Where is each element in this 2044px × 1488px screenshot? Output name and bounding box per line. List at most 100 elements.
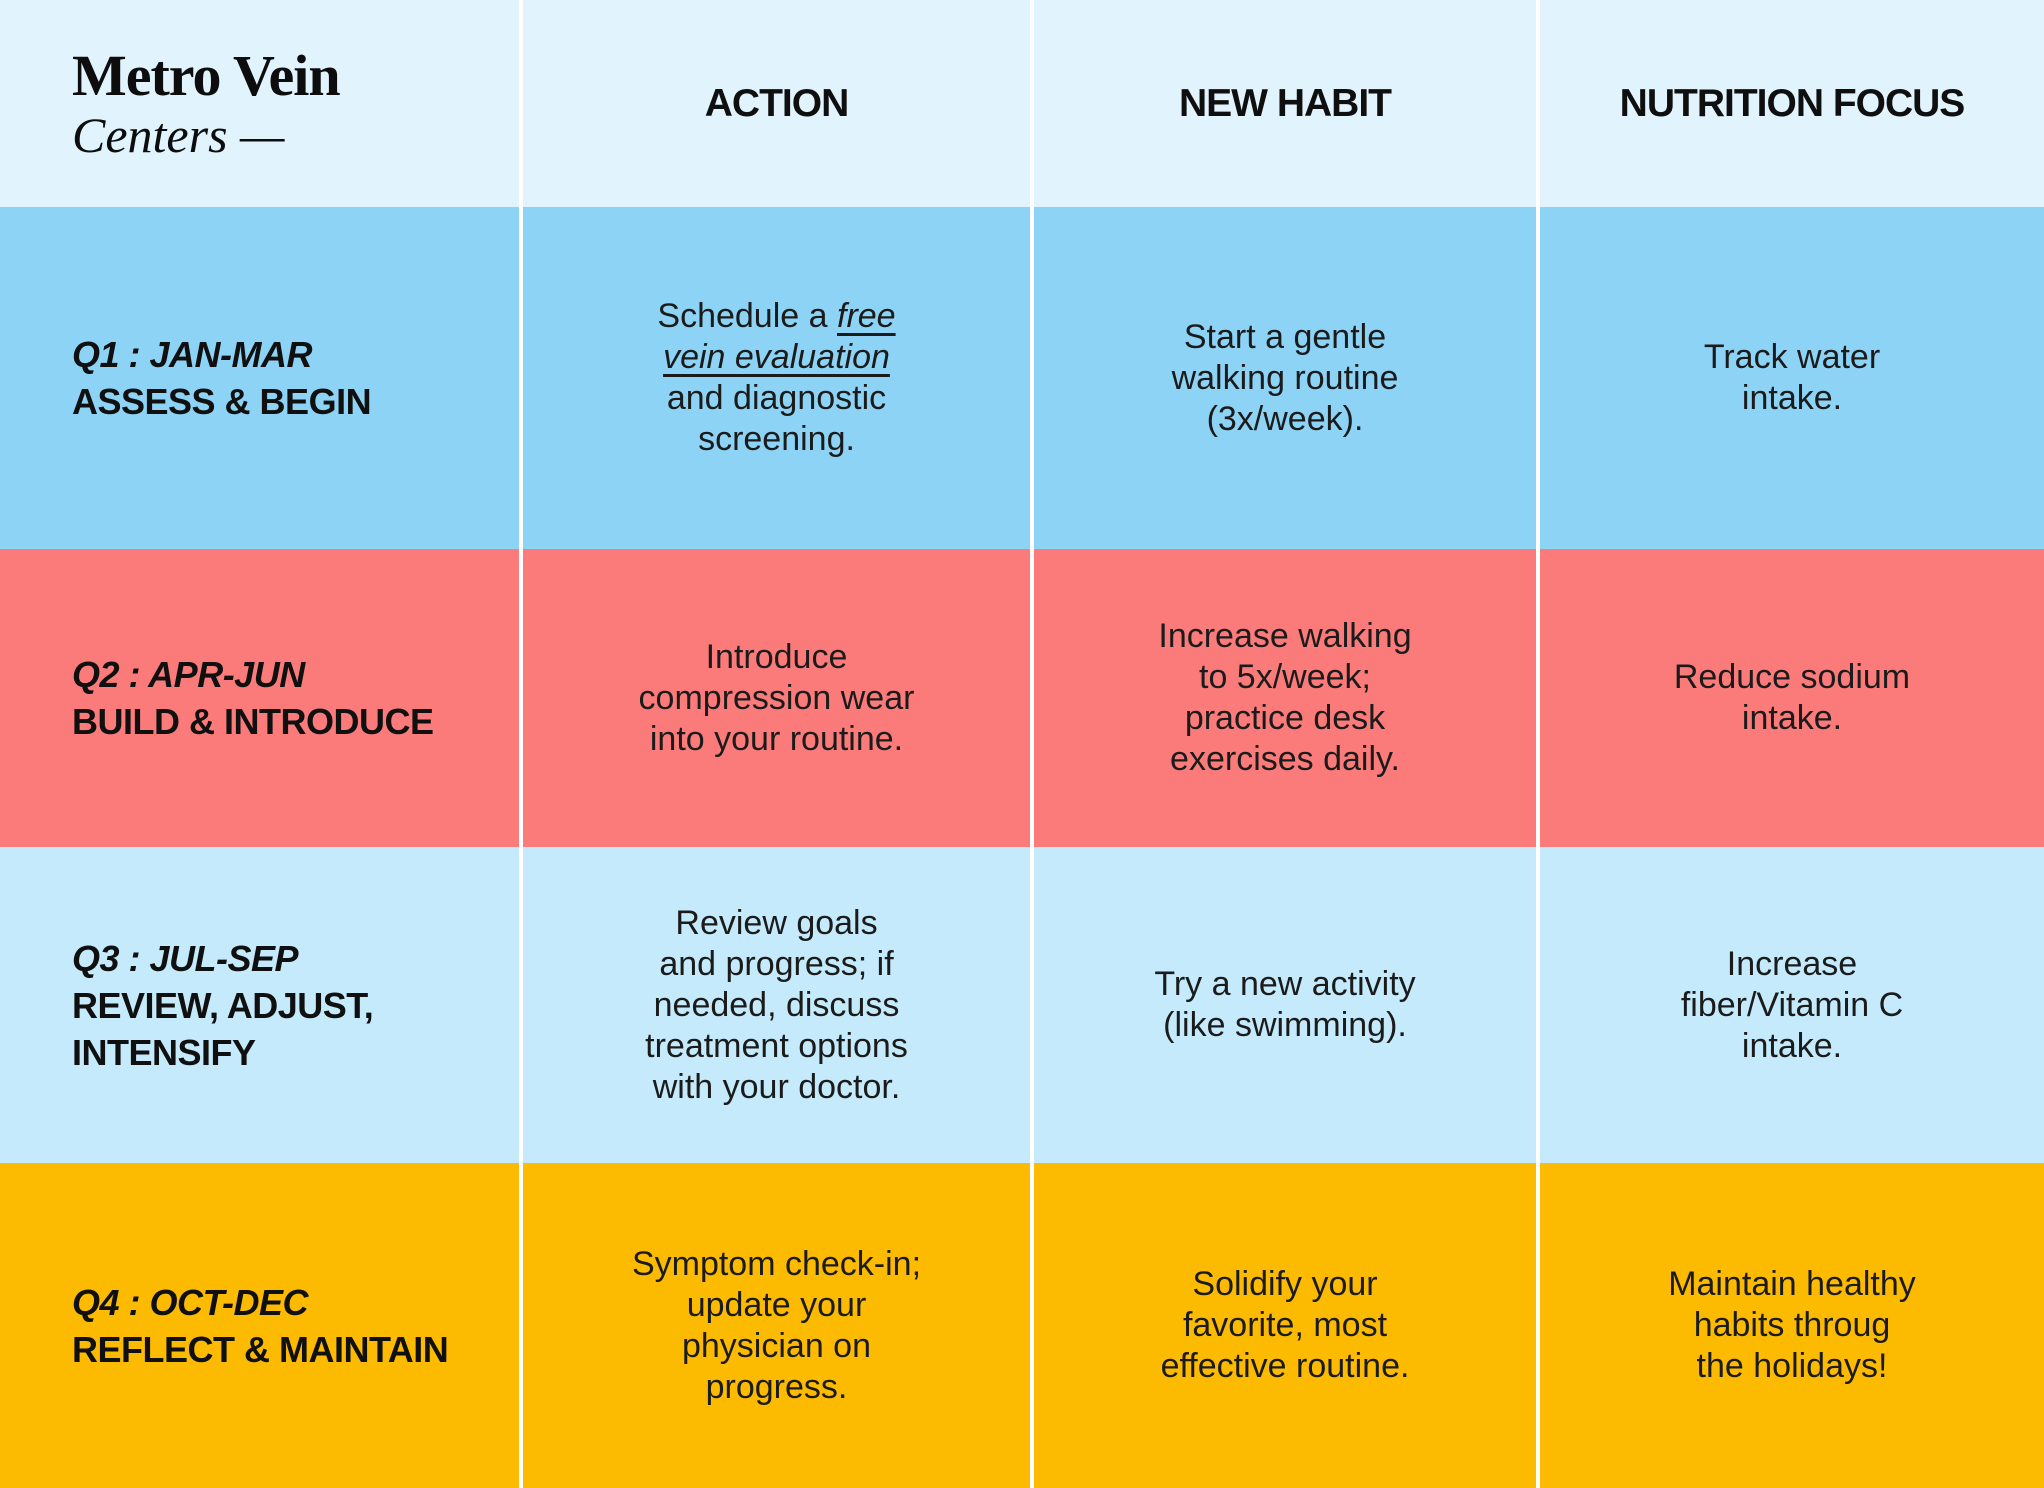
- cell-text-segment: Track water: [1703, 338, 1881, 376]
- cell-text-line: treatment options: [645, 1026, 908, 1067]
- cell-text-line: walking routine: [1172, 358, 1399, 399]
- cell-text-line: into your routine.: [650, 719, 903, 760]
- column-header-new-habit: NEW HABIT: [1034, 0, 1536, 207]
- cell-text-segment: intake.: [1741, 379, 1843, 417]
- cell-text-line: effective routine.: [1161, 1346, 1410, 1387]
- cell-text-line: Increase walking: [1158, 616, 1411, 657]
- cell-text-segment: treatment options: [645, 1026, 908, 1065]
- cell-text-segment: intake.: [1741, 1026, 1843, 1065]
- quarter-theme-label: ASSESS & BEGIN: [72, 381, 372, 422]
- cell-text-line: and progress; if: [659, 944, 893, 985]
- cell-text-line: Introduce: [706, 637, 848, 678]
- cell-text-line: Try a new activity: [1154, 964, 1415, 1005]
- cell-text-line: Maintain healthy: [1668, 1264, 1916, 1305]
- column-header-action-label: ACTION: [704, 81, 849, 125]
- cell-text-segment: walking routine: [1171, 358, 1399, 397]
- cell-text-line: intake.: [1742, 378, 1842, 419]
- cell-text-segment: Symptom check-in;: [631, 1244, 922, 1283]
- cell-q4-action: Symptom check-in; update your physician on…: [523, 1163, 1030, 1488]
- cell-q4-habit: Solidify your favorite, most effective rou…: [1034, 1163, 1536, 1488]
- cell-text-segment: Solidify your: [1192, 1265, 1378, 1303]
- cell-text-segment: needed, discuss: [653, 985, 900, 1024]
- cell-text-segment: into your routine.: [649, 719, 904, 758]
- quarter-label: Q2 : APR-JUN: [72, 654, 305, 695]
- cell-text-line: to 5x/week;: [1199, 657, 1371, 698]
- cell-text-line: and diagnostic: [667, 378, 886, 419]
- cell-q2-action: Introduce compression wear into your routi…: [523, 549, 1030, 847]
- cell-text-segment: compression wear: [638, 678, 915, 717]
- row-label-q2: Q2 : APR-JUN BUILD & INTRODUCE: [0, 549, 519, 847]
- cell-text-segment: to 5x/week;: [1199, 658, 1371, 696]
- row-label-q1: Q1 : JAN-MAR ASSESS & BEGIN: [0, 207, 519, 549]
- quarter-label: Q3 : JUL-SEP: [72, 937, 299, 979]
- cell-text-segment: screening.: [698, 420, 855, 458]
- quarter-theme-label: BUILD & INTRODUCE: [72, 701, 434, 742]
- cell-text-segment: Start a gentle: [1183, 317, 1387, 356]
- cell-text-line: Track water: [1704, 337, 1880, 378]
- column-header-action: ACTION: [523, 0, 1030, 207]
- cell-text-line: compression wear: [639, 678, 915, 719]
- cell-text-line: Increase: [1727, 944, 1857, 985]
- column-header-nutrition-focus-label: NUTRITION FOCUS: [1619, 81, 1966, 125]
- cell-text-line: Solidify your: [1192, 1264, 1377, 1305]
- cell-q3-action: Review goals and progress; if needed, disc…: [523, 847, 1030, 1163]
- cell-text-segment: progress.: [705, 1367, 848, 1406]
- cell-text-segment: update your: [686, 1285, 867, 1324]
- cell-text-segment: fiber/Vitamin C: [1680, 985, 1904, 1024]
- quarter-theme-label: REVIEW, ADJUST,: [72, 984, 374, 1026]
- cell-text-line: update your: [687, 1285, 867, 1326]
- brand-subname: Centers —: [72, 106, 285, 163]
- cell-text-segment: Introduce: [705, 637, 848, 676]
- cell-text-segment: (like swimming).: [1163, 1006, 1407, 1044]
- cell-text-segment: Review goals: [675, 903, 878, 942]
- cell-text-segment: habits throug: [1693, 1306, 1891, 1344]
- cell-text-line: screening.: [698, 419, 855, 460]
- cell-text-segment: and diagnostic: [666, 379, 887, 417]
- cell-text-line: intake.: [1742, 1026, 1842, 1067]
- column-header-new-habit-label: NEW HABIT: [1179, 81, 1392, 125]
- cell-q1-habit: Start a gentle walking routine (3x/week).: [1034, 207, 1536, 549]
- cell-text-line: vein evaluation: [663, 337, 890, 378]
- cell-text-segment: Schedule a: [657, 297, 837, 335]
- cell-text-segment: Maintain healthy: [1668, 1265, 1916, 1303]
- cell-text-segment: with your doctor.: [652, 1067, 901, 1106]
- cell-text-line: practice desk: [1185, 698, 1385, 739]
- cell-text-line: progress.: [706, 1367, 848, 1408]
- cell-q2-habit: Increase walking to 5x/week; practice desk…: [1034, 549, 1536, 847]
- cell-text-segment: favorite, most: [1182, 1306, 1388, 1344]
- cell-text-segment: effective routine.: [1160, 1347, 1410, 1385]
- cell-text-line: Start a gentle: [1184, 317, 1386, 358]
- cell-text-line: needed, discuss: [654, 985, 900, 1026]
- cell-text-segment: practice desk: [1184, 699, 1386, 737]
- row-label-q4: Q4 : OCT-DEC REFLECT & MAINTAIN: [0, 1163, 519, 1488]
- cell-text-line: physician on: [682, 1326, 871, 1367]
- cell-text-segment: the holidays!: [1696, 1347, 1888, 1385]
- quarter-label: Q4 : OCT-DEC: [72, 1281, 309, 1323]
- cell-text-segment: exercises daily.: [1170, 740, 1400, 778]
- cell-text-line: Schedule a free: [657, 296, 895, 337]
- cell-text-line: (like swimming).: [1163, 1005, 1407, 1046]
- cell-text-line: the holidays!: [1697, 1346, 1888, 1387]
- cell-q3-habit: Try a new activity (like swimming).: [1034, 847, 1536, 1163]
- cell-text-segment: Increase: [1726, 944, 1858, 983]
- cell-text-segment: Increase walking: [1158, 617, 1412, 655]
- cell-q1-action: Schedule a free vein evaluation and diagno…: [523, 207, 1030, 549]
- quarter-theme-label: INTENSIFY: [72, 1031, 256, 1073]
- cell-text-line: fiber/Vitamin C: [1681, 985, 1903, 1026]
- quarter-theme-label: REFLECT & MAINTAIN: [72, 1328, 449, 1370]
- cell-q4-nutrition: Maintain healthy habits throug the holiday…: [1540, 1163, 2044, 1488]
- brand-header-cell: Metro Vein Centers —: [0, 0, 519, 207]
- cell-text-line: exercises daily.: [1170, 739, 1400, 780]
- cell-text-segment: and progress; if: [659, 944, 894, 983]
- cell-text-line: habits throug: [1694, 1305, 1891, 1346]
- cell-text-segment: intake.: [1741, 699, 1843, 737]
- cell-text-segment: physician on: [681, 1326, 871, 1365]
- underlined-emphasis-text: free: [837, 297, 896, 335]
- underlined-emphasis-text: vein evaluation: [663, 338, 890, 376]
- cell-text-segment: (3x/week).: [1206, 399, 1364, 438]
- cell-text-line: intake.: [1742, 698, 1842, 739]
- cell-text-segment: Reduce sodium: [1673, 658, 1911, 696]
- cell-q2-nutrition: Reduce sodium intake.: [1540, 549, 2044, 847]
